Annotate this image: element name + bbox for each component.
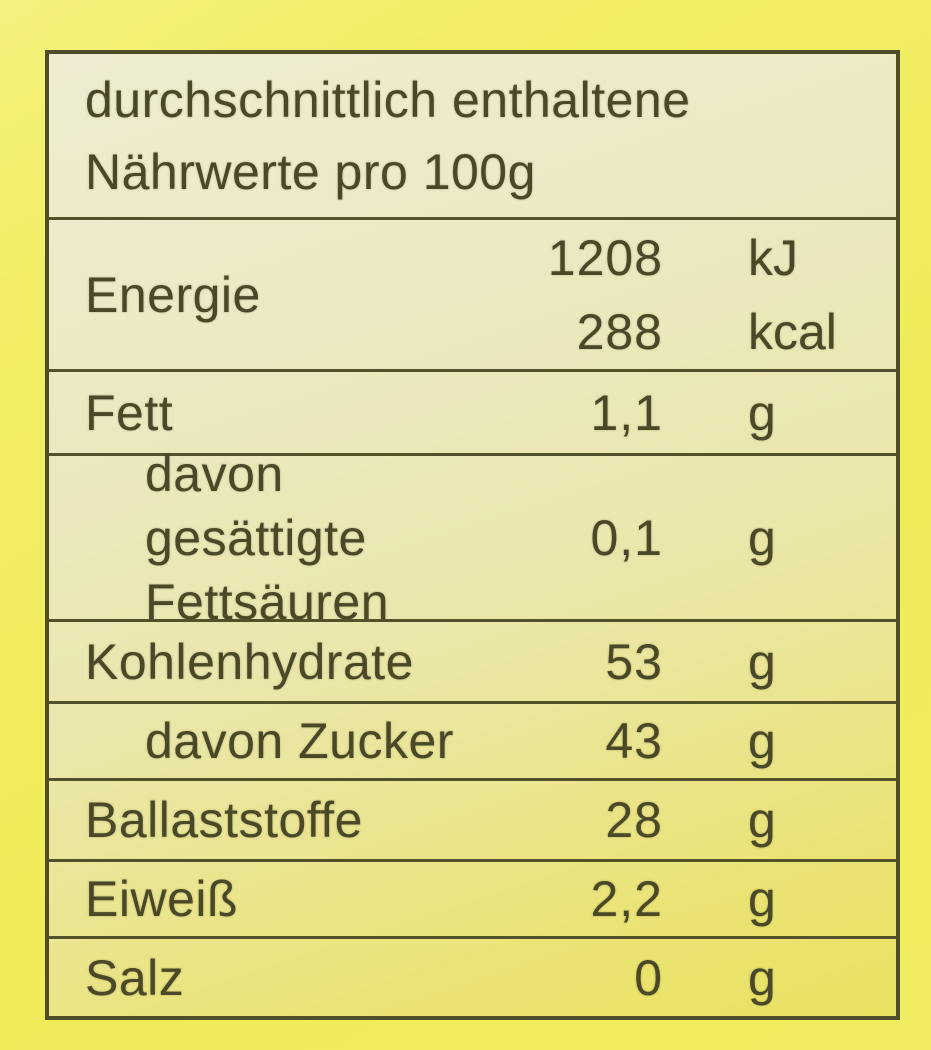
table-row-zucker: davon Zucker 43 g — [49, 701, 896, 778]
row-value-fett: 1,1 — [590, 384, 663, 441]
table-header-row: durchschnittlich enthaltene Nährwerte pr… — [49, 54, 896, 217]
row-units-energie: kJ kcal — [748, 221, 896, 369]
row-value-zucker: 43 — [605, 713, 663, 769]
row-unit-zucker: g — [748, 713, 776, 769]
energie-value-kcal: 288 — [576, 303, 663, 360]
row-unit-salz: g — [748, 949, 776, 1006]
row-values-energie: 1208 288 — [473, 221, 663, 369]
table-row-eiweiss: Eiweiß 2,2 g — [49, 859, 896, 936]
row-unit-gesaettigte-fettsaeuren: g — [748, 509, 776, 566]
row-value-ballaststoffe: 28 — [605, 792, 663, 848]
energie-unit-kcal: kcal — [748, 303, 837, 360]
row-label-eiweiss: Eiweiß — [85, 871, 239, 927]
table-row-kohlenhydrate: Kohlenhydrate 53 g — [49, 619, 896, 701]
energie-value-kj: 1208 — [547, 229, 663, 286]
table-row-salz: Salz 0 g — [49, 936, 896, 1016]
table-title: durchschnittlich enthaltene Nährwerte pr… — [85, 71, 691, 200]
row-unit-ballaststoffe: g — [748, 792, 776, 848]
table-row-gesaettigte-fettsaeuren: davon gesättigte Fettsäuren 0,1 g — [49, 446, 896, 630]
row-label-kohlenhydrate: Kohlenhydrate — [85, 633, 414, 690]
row-label-energie: Energie — [85, 266, 261, 323]
row-value-eiweiss: 2,2 — [590, 871, 663, 927]
nutrition-table: durchschnittlich enthaltene Nährwerte pr… — [45, 50, 900, 1020]
row-label-ballaststoffe: Ballaststoffe — [85, 792, 363, 848]
row-unit-eiweiss: g — [748, 871, 776, 927]
table-row-fett: Fett 1,1 g — [49, 369, 896, 453]
row-value-gesaettigte-fettsaeuren: 0,1 — [590, 509, 663, 566]
row-label-salz: Salz — [85, 949, 185, 1006]
energie-unit-kj: kJ — [748, 229, 798, 286]
row-label-gesaettigte-fettsaeuren: davon gesättigte Fettsäuren — [145, 445, 390, 630]
table-row-ballaststoffe: Ballaststoffe 28 g — [49, 778, 896, 859]
row-label-fett: Fett — [85, 384, 174, 441]
row-unit-kohlenhydrate: g — [748, 633, 776, 690]
table-row-energie: Energie 1208 288 kJ kcal — [49, 217, 896, 369]
row-unit-fett: g — [748, 384, 776, 441]
row-value-kohlenhydrate: 53 — [605, 633, 663, 690]
row-value-salz: 0 — [634, 949, 663, 1006]
row-label-zucker: davon Zucker — [145, 713, 454, 769]
